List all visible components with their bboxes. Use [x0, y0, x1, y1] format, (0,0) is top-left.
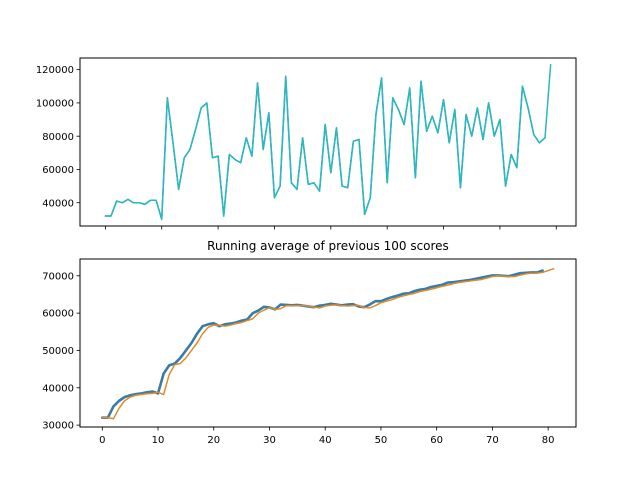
- top-y-tick-label: 60000: [42, 165, 74, 176]
- bottom-y-tick-label: 60000: [42, 309, 74, 320]
- top-series-group: [104, 63, 552, 221]
- bottom-y-tick-label: 50000: [42, 346, 74, 357]
- bottom-x-tick-label: 0: [99, 435, 105, 446]
- top-y-tick-label: 100000: [36, 99, 74, 110]
- running-average-chart: Running average of previous 100 scores 3…: [42, 239, 577, 446]
- bottom-series-group: [100, 267, 555, 420]
- bottom-y-tick-label: 70000: [42, 271, 74, 282]
- bottom-axes-group: 30000 40000 50000 60000 70000 0 10 20 30 40 50 60 70…: [42, 271, 554, 446]
- bottom-x-tick-label: 60: [430, 435, 443, 446]
- score-history-chart: 40000 60000 80000 100000 120000: [36, 57, 577, 230]
- bottom-x-tick-label: 50: [375, 435, 388, 446]
- bottom-y-tick-label: 30000: [42, 421, 74, 432]
- bottom-x-tick-label: 80: [542, 435, 555, 446]
- top-y-tick-label: 120000: [36, 65, 74, 76]
- bottom-x-tick-label: 20: [207, 435, 220, 446]
- bottom-x-tick-label: 40: [319, 435, 332, 446]
- top-series-line-2: [104, 63, 552, 221]
- running-average-title: Running average of previous 100 scores: [207, 239, 449, 253]
- bottom-series-line-1: [100, 269, 544, 419]
- top-axes-group: 40000 60000 80000 100000 120000: [36, 65, 557, 230]
- bottom-plot-area: [80, 259, 576, 427]
- top-y-tick-label: 40000: [42, 198, 74, 209]
- bottom-series-line-2: [101, 267, 555, 420]
- bottom-plot-frame: [79, 258, 577, 428]
- top-y-tick-label: 80000: [42, 132, 74, 143]
- bottom-x-tick-label: 10: [152, 435, 165, 446]
- bottom-x-tick-label: 30: [263, 435, 276, 446]
- bottom-x-tick-label: 70: [486, 435, 499, 446]
- top-plot-frame: [79, 57, 577, 227]
- bottom-y-tick-label: 40000: [42, 383, 74, 394]
